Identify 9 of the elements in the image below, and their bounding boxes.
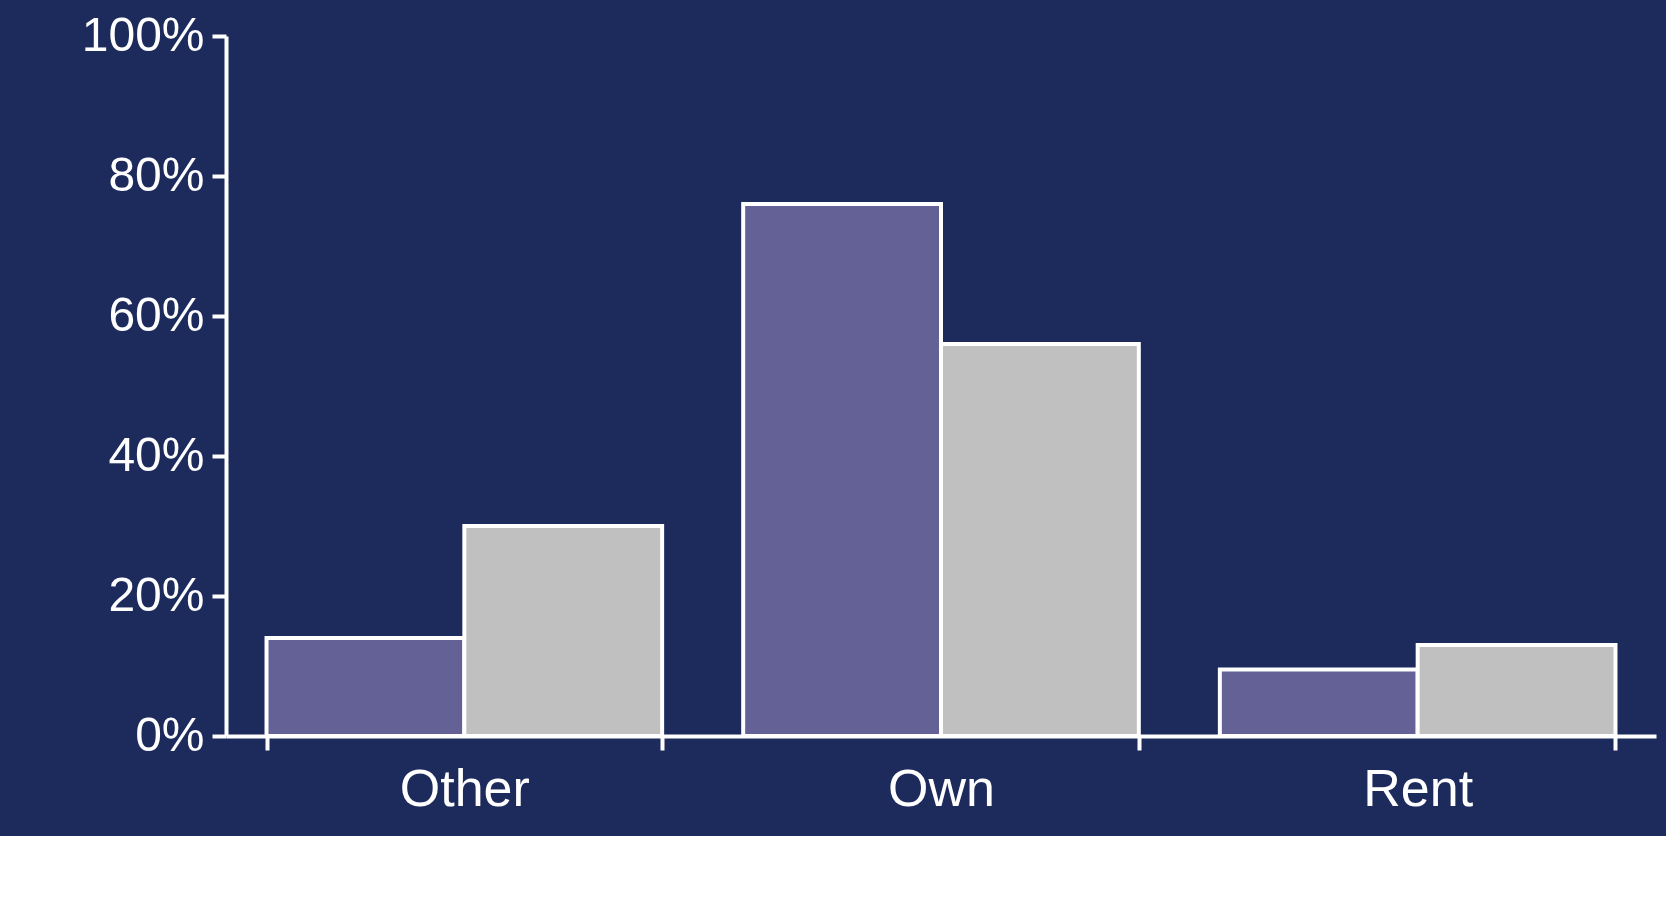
y-tick-label: 80% — [108, 147, 205, 201]
y-tick-label: 0% — [135, 707, 205, 761]
x-tick-label: Own — [888, 758, 995, 817]
y-tick-label: 60% — [108, 287, 205, 341]
x-tick-label: Other — [399, 758, 530, 817]
y-tick-label: 20% — [108, 567, 205, 621]
y-tick-label: 40% — [108, 427, 205, 481]
y-tick-label: 100% — [81, 7, 205, 61]
x-tick-label: Rent — [1363, 758, 1474, 817]
